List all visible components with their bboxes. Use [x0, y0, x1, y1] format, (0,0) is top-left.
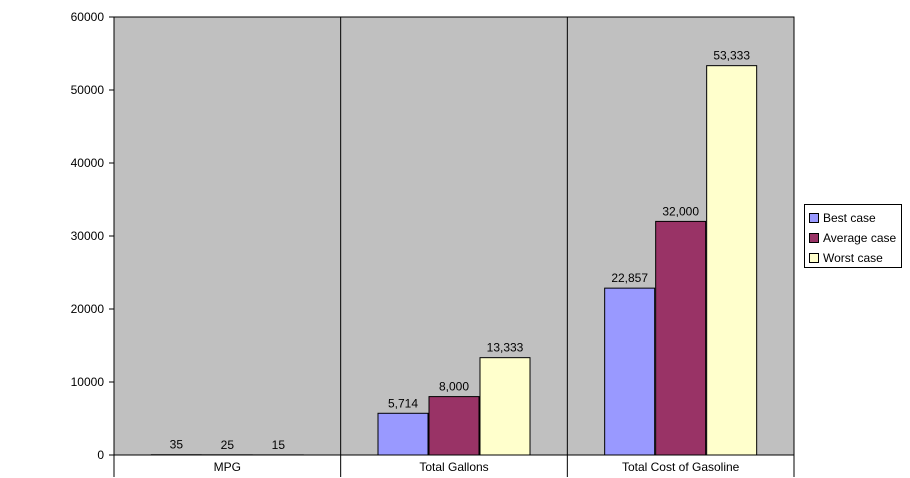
- bar: [655, 220, 707, 456]
- data-label: 35: [170, 438, 184, 452]
- bar: [706, 65, 758, 456]
- bar: [428, 396, 480, 456]
- y-tick-label: 50000: [71, 83, 105, 97]
- y-tick-label: 0: [97, 448, 104, 462]
- legend-label: Worst case: [823, 251, 883, 265]
- data-label: 5,714: [388, 396, 418, 410]
- data-label: 8,000: [439, 380, 469, 394]
- data-label: 32,000: [662, 204, 699, 218]
- bar: [377, 412, 429, 456]
- data-labels: 35 25 15 5,714 8,000 13,333 22,857 32,000 53,333: [170, 49, 751, 452]
- y-tick-label: 20000: [71, 302, 105, 316]
- legend-swatch: [809, 253, 819, 263]
- y-tick-label: 40000: [71, 156, 105, 170]
- data-label: 53,333: [713, 49, 750, 63]
- y-tick-label: 60000: [71, 10, 105, 24]
- bars: [150, 65, 758, 456]
- legend-label: Average case: [823, 231, 897, 245]
- legend-label: Best case: [823, 211, 876, 225]
- legend-item: Worst case: [809, 248, 901, 268]
- bar: [604, 287, 656, 456]
- y-axis: 0 10000 20000 30000 40000 50000 60000: [71, 10, 115, 462]
- data-label: 22,857: [611, 271, 648, 285]
- legend: Best case Average case Worst case: [804, 204, 902, 268]
- legend-swatch: [809, 213, 819, 223]
- y-tick-label: 30000: [71, 229, 105, 243]
- legend-swatch: [809, 233, 819, 243]
- y-tick-label: 10000: [71, 375, 105, 389]
- data-label: 13,333: [487, 341, 524, 355]
- x-tick-label: MPG: [214, 460, 241, 474]
- data-label: 25: [221, 438, 235, 452]
- legend-item: Best case: [809, 208, 901, 228]
- x-tick-label: Total Cost of Gasoline: [622, 460, 740, 474]
- legend-item: Average case: [809, 228, 901, 248]
- x-tick-label: Total Gallons: [419, 460, 488, 474]
- data-label: 15: [272, 438, 286, 452]
- bar: [479, 357, 531, 456]
